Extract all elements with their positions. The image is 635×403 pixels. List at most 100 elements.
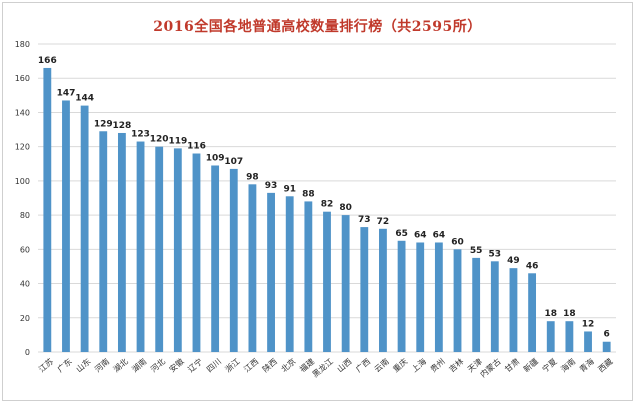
- bar: [528, 273, 537, 352]
- x-tick-label: 广东: [55, 356, 74, 374]
- bar: [304, 201, 313, 352]
- bar: [323, 211, 331, 352]
- y-axis: 0 20 40 60 80 100 120 140 160 180: [15, 40, 30, 357]
- bar: [192, 153, 201, 352]
- x-tick-label: 四川: [205, 357, 223, 374]
- x-tick-label: 河北: [148, 356, 167, 374]
- x-tick-label: 江西: [242, 357, 260, 374]
- x-tick-label: 安徽: [167, 356, 186, 374]
- x-tick-label: 北京: [279, 356, 298, 374]
- bar: [173, 148, 182, 352]
- bar: [62, 100, 70, 352]
- x-tick-label: 辽宁: [186, 356, 205, 374]
- x-tick-label: 广西: [353, 356, 372, 374]
- bar-value-label: 98: [246, 172, 259, 182]
- bar-value-label: 53: [489, 249, 502, 259]
- bar: [509, 268, 518, 352]
- x-tick-label: 新疆: [521, 356, 540, 374]
- x-tick-label: 吉林: [447, 356, 466, 374]
- bar: [136, 141, 145, 352]
- x-tick-label: 山东: [74, 356, 93, 374]
- bar-value-label: 91: [283, 184, 296, 194]
- bar: [285, 196, 294, 352]
- x-tick-label: 黑龙江: [310, 356, 335, 379]
- bar: [416, 242, 425, 352]
- bar: [472, 257, 481, 352]
- bar-value-label: 129: [94, 119, 113, 129]
- x-tick-label: 甘肃: [503, 356, 522, 374]
- x-axis-labels: 江苏 广东 山东 河南 湖北 湖南 河北 安徽 辽宁 四川 浙江 江西 陕西 北京 福建黑龙江 山西 广西 云南重…: [37, 356, 615, 379]
- bar: [360, 227, 369, 352]
- x-tick-label: 河南: [92, 356, 111, 374]
- bar-value-label: 55: [470, 246, 483, 256]
- bar-value-label: 120: [150, 135, 169, 145]
- x-tick-label: 青海: [577, 356, 596, 374]
- x-tick-label: 云南: [372, 356, 391, 374]
- bar-value-label: 46: [526, 261, 539, 271]
- x-tick-label: 重庆: [391, 356, 410, 374]
- x-tick-label: 浙江: [223, 356, 242, 374]
- x-tick-label: 湖北: [112, 357, 130, 374]
- y-tick-label: 20: [20, 314, 30, 323]
- x-tick-label: 宁夏: [540, 356, 559, 374]
- bar-value-label: 166: [38, 56, 57, 66]
- bar: [546, 321, 555, 352]
- bar: [584, 331, 592, 352]
- x-tick-label: 海南: [559, 356, 578, 374]
- bar-value-label: 49: [507, 256, 520, 266]
- bar-value-label: 88: [302, 189, 315, 199]
- y-tick-label: 80: [20, 211, 30, 220]
- bar-value-label: 107: [224, 157, 243, 167]
- bar-value-label: 144: [75, 94, 94, 104]
- bar: [99, 131, 108, 352]
- bar: [490, 261, 499, 352]
- x-tick-label: 陕西: [260, 356, 279, 374]
- bars: [43, 67, 611, 352]
- y-tick-label: 0: [25, 348, 30, 357]
- x-tick-label: 上海: [409, 356, 428, 374]
- bar: [434, 242, 443, 352]
- bar-value-label: 109: [206, 153, 225, 163]
- bar-value-label: 72: [377, 217, 390, 227]
- x-tick-label: 内蒙古: [478, 356, 503, 379]
- bar-value-label: 82: [321, 200, 334, 210]
- bar-value-label: 116: [187, 142, 206, 152]
- y-tick-label: 40: [20, 280, 30, 289]
- bar-value-label: 73: [358, 215, 371, 225]
- bar-value-label: 80: [339, 203, 352, 213]
- bar: [341, 215, 350, 352]
- chart-title: 2016全国各地普通高校数量排行榜（共2595所）: [153, 19, 482, 35]
- bar-value-label: 18: [544, 309, 557, 319]
- bar: [43, 67, 52, 352]
- y-tick-label: 120: [15, 143, 30, 152]
- bar: [453, 249, 462, 352]
- x-tick-label: 西藏: [596, 356, 615, 374]
- bar-value-label: 123: [131, 130, 150, 140]
- bar-value-label: 147: [57, 88, 76, 98]
- y-tick-label: 160: [15, 74, 30, 83]
- bar: [379, 228, 387, 352]
- bar-value-label: 93: [265, 181, 278, 191]
- y-tick-label: 180: [15, 40, 30, 49]
- bar: [267, 192, 275, 352]
- bar-value-label: 12: [582, 319, 595, 329]
- x-tick-label: 山西: [335, 356, 354, 374]
- x-tick-label: 贵州: [428, 356, 447, 374]
- y-tick-label: 60: [20, 245, 30, 254]
- bar-value-label: 119: [168, 136, 187, 146]
- bar: [565, 321, 574, 352]
- bar-value-label: 64: [433, 230, 446, 240]
- bar-value-label: 64: [414, 230, 427, 240]
- bar-value-label: 6: [604, 330, 610, 340]
- y-tick-label: 140: [15, 108, 30, 117]
- bar: [397, 240, 406, 352]
- bar: [211, 165, 220, 352]
- y-tick-label: 100: [15, 177, 30, 186]
- bar: [229, 168, 238, 352]
- bar: [117, 132, 126, 352]
- bar-value-label: 60: [451, 237, 464, 247]
- bar-value-label: 18: [563, 309, 576, 319]
- bar: [155, 146, 164, 352]
